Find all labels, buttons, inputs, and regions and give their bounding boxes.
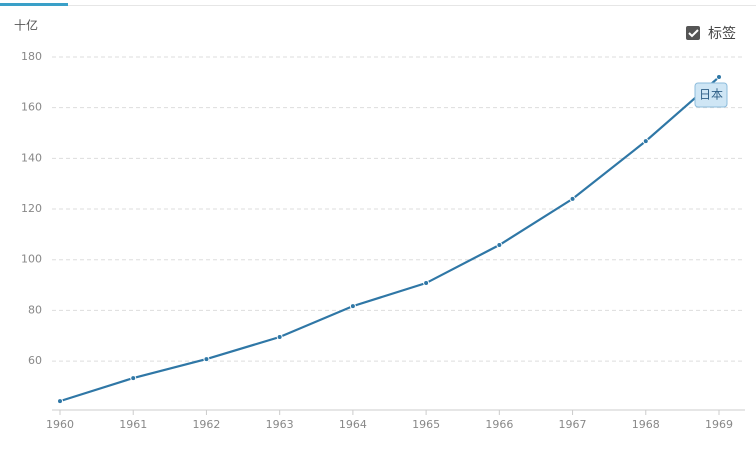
y-tick-label: 120 bbox=[21, 202, 42, 215]
data-point bbox=[642, 138, 649, 145]
x-tick-label: 1960 bbox=[46, 418, 74, 431]
data-point bbox=[276, 334, 283, 341]
active-tab-indicator bbox=[0, 3, 68, 6]
data-point bbox=[203, 356, 210, 363]
data-point bbox=[496, 242, 503, 249]
y-tick-label: 60 bbox=[28, 354, 42, 367]
data-point bbox=[423, 280, 430, 287]
data-line bbox=[59, 76, 720, 403]
data-point bbox=[57, 398, 63, 405]
x-tick-label: 1968 bbox=[632, 418, 660, 431]
data-point bbox=[569, 195, 576, 202]
y-tick-label: 160 bbox=[21, 101, 42, 114]
x-tick-label: 1963 bbox=[266, 418, 294, 431]
data-point bbox=[716, 74, 722, 81]
x-tick-label: 1962 bbox=[192, 418, 220, 431]
y-tick-label: 140 bbox=[21, 151, 42, 164]
unit-label: 十亿 bbox=[14, 18, 38, 33]
x-tick-label: 1961 bbox=[119, 418, 147, 431]
data-point bbox=[130, 375, 137, 382]
y-tick-label: 80 bbox=[28, 303, 42, 316]
x-tick-label: 1966 bbox=[485, 418, 513, 431]
y-tick-label: 180 bbox=[21, 50, 42, 63]
x-tick-label: 1967 bbox=[559, 418, 587, 431]
toggle-label[interactable]: 标签 bbox=[708, 25, 736, 42]
series-label: 日本 bbox=[699, 88, 723, 102]
series-label-box bbox=[694, 82, 728, 108]
x-tick-label: 1969 bbox=[705, 418, 733, 431]
label-toggle[interactable]: 标签 bbox=[686, 25, 736, 42]
checkbox[interactable] bbox=[686, 26, 700, 40]
data-point bbox=[349, 303, 356, 310]
check-icon bbox=[688, 29, 699, 38]
x-tick-label: 1964 bbox=[339, 418, 367, 431]
y-tick-label: 100 bbox=[21, 253, 42, 266]
x-tick-label: 1965 bbox=[412, 418, 440, 431]
